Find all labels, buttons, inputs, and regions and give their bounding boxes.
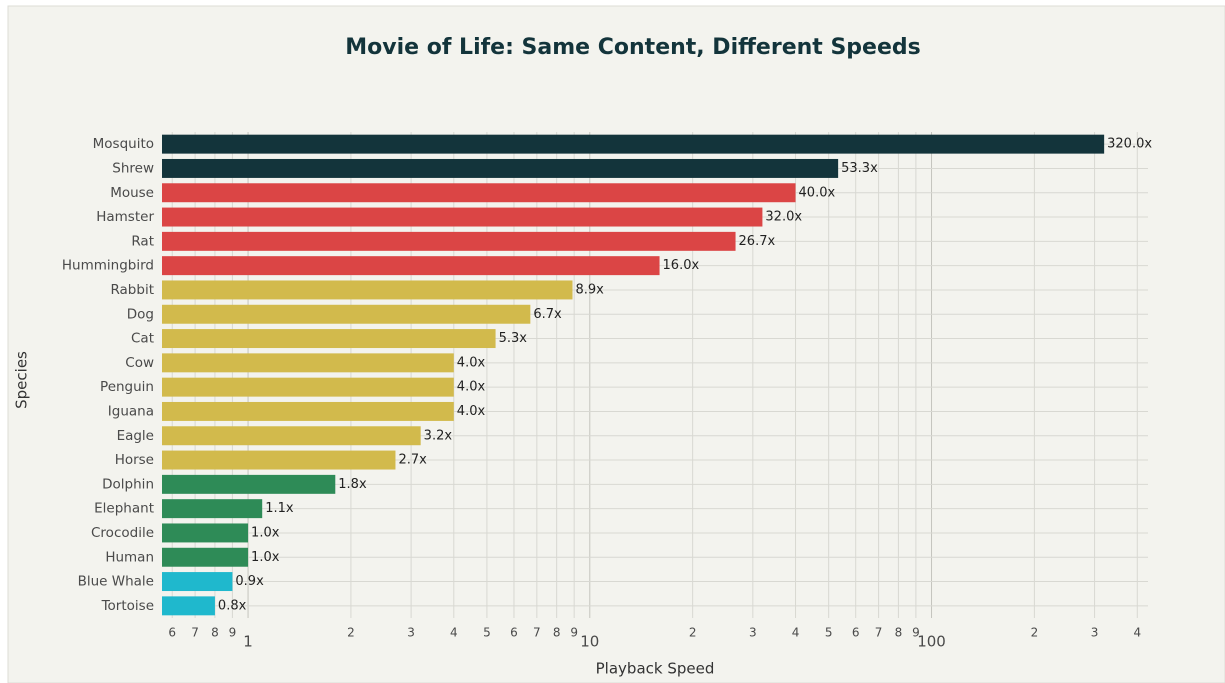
x-tick-label: 9: [570, 626, 578, 640]
x-tick-label: 3: [1091, 626, 1099, 640]
x-tick-label: 3: [749, 626, 757, 640]
value-label: 6.7x: [533, 307, 562, 322]
value-label: 40.0x: [799, 185, 836, 200]
value-label: 4.0x: [457, 404, 486, 419]
bar: [162, 207, 763, 227]
x-tick-label: 9: [912, 626, 920, 640]
y-tick-label: Human: [105, 549, 154, 565]
value-label: 2.7x: [398, 453, 427, 468]
x-tick-label: 4: [792, 626, 800, 640]
x-tick-label: 8: [895, 626, 903, 640]
y-tick-label: Dog: [127, 306, 154, 322]
value-label: 1.0x: [251, 550, 280, 565]
bar: [162, 547, 249, 567]
y-tick-label: Blue Whale: [78, 574, 154, 590]
x-tick-label: 10: [580, 633, 599, 651]
y-axis-label: Species: [13, 351, 31, 409]
value-label: 8.9x: [575, 282, 604, 297]
x-tick-label: 100: [917, 633, 946, 651]
bar: [162, 426, 421, 446]
x-tick-label: 1: [243, 633, 253, 651]
y-tick-label: Cat: [131, 331, 154, 347]
chart-title: Movie of Life: Same Content, Different S…: [345, 35, 921, 60]
bar: [162, 231, 736, 251]
bar: [162, 183, 796, 203]
x-tick-label: 3: [407, 626, 415, 640]
y-tick-label: Tortoise: [101, 598, 154, 614]
value-label: 1.0x: [251, 525, 280, 540]
value-label: 3.2x: [424, 428, 453, 443]
x-tick-label: 8: [211, 626, 219, 640]
value-label: 1.8x: [338, 477, 367, 492]
bar: [162, 256, 660, 276]
bar: [162, 377, 454, 397]
y-tick-label: Hamster: [96, 209, 154, 225]
y-tick-label: Shrew: [112, 160, 154, 176]
x-tick-label: 7: [875, 626, 883, 640]
value-label: 1.1x: [265, 501, 294, 516]
x-tick-label: 8: [553, 626, 561, 640]
y-tick-label: Rat: [131, 233, 154, 249]
x-tick-label: 5: [483, 626, 491, 640]
x-tick-label: 4: [450, 626, 458, 640]
y-tick-label: Penguin: [100, 379, 154, 395]
bar: [162, 474, 336, 494]
value-label: 53.3x: [841, 161, 878, 176]
bar: [162, 450, 396, 470]
y-tick-label: Mosquito: [93, 136, 154, 152]
bar: [162, 596, 215, 616]
x-tick-label: 2: [1031, 626, 1039, 640]
value-label: 320.0x: [1107, 137, 1152, 152]
value-label: 5.3x: [499, 331, 528, 346]
x-tick-label: 2: [347, 626, 355, 640]
y-tick-label: Elephant: [94, 501, 154, 517]
x-tick-label: 9: [229, 626, 237, 640]
bar: [162, 304, 531, 324]
bar: [162, 280, 573, 300]
value-label: 32.0x: [765, 210, 802, 225]
bar: [162, 572, 233, 592]
x-tick-label: 6: [852, 626, 860, 640]
y-tick-label: Dolphin: [102, 476, 154, 492]
x-axis-label: Playback Speed: [596, 660, 715, 678]
y-tick-label: Iguana: [108, 403, 154, 419]
y-tick-label: Horse: [115, 452, 154, 468]
y-tick-label: Rabbit: [110, 282, 154, 298]
bar: [162, 134, 1105, 154]
bar: [162, 401, 454, 421]
value-label: 16.0x: [663, 258, 700, 273]
value-label: 4.0x: [457, 355, 486, 370]
y-tick-label: Hummingbird: [62, 258, 154, 274]
y-tick-label: Crocodile: [91, 525, 154, 541]
bar: [162, 158, 839, 178]
x-tick-label: 2: [689, 626, 697, 640]
y-tick-label: Eagle: [117, 428, 154, 444]
value-label: 0.9x: [235, 574, 264, 589]
bars: Mosquito 320.0x Shrew 53.3x Mouse 40.0x Hamste…: [62, 134, 1152, 616]
x-tick-label: 5: [825, 626, 833, 640]
bar: [162, 523, 249, 543]
bar: [162, 329, 496, 349]
bar: [162, 499, 263, 519]
x-tick-label: 7: [533, 626, 541, 640]
x-tick-label: 6: [168, 626, 176, 640]
y-tick-label: Cow: [125, 355, 154, 371]
bar: [162, 353, 454, 373]
x-tick-label: 7: [191, 626, 199, 640]
value-label: 26.7x: [739, 234, 776, 249]
value-label: 4.0x: [457, 380, 486, 395]
y-tick-label: Mouse: [110, 185, 154, 201]
x-tick-label: 4: [1133, 626, 1141, 640]
value-label: 0.8x: [218, 598, 247, 613]
x-tick-label: 6: [510, 626, 518, 640]
